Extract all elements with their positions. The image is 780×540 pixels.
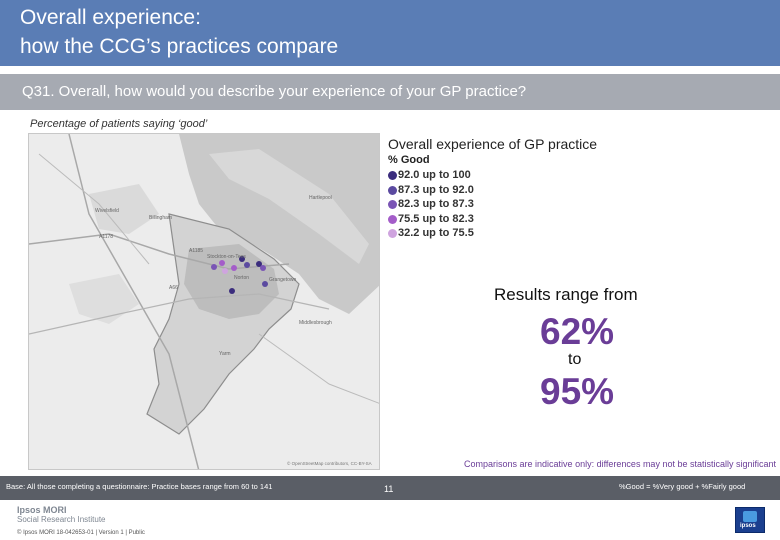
practice-map[interactable]: Wivelsfield A1178 A1185 Grangetown A66 M… [28, 133, 380, 470]
question-text: Q31. Overall, how would you describe you… [22, 83, 527, 100]
place-label: Yarm [219, 351, 231, 357]
practice-dot[interactable] [231, 265, 237, 271]
practice-dot[interactable] [239, 256, 245, 262]
significance-note: Comparisons are indicative only: differe… [464, 459, 776, 469]
legend-item: 32.2 up to 75.5 [388, 226, 597, 241]
place-label: Grangetown [269, 277, 296, 283]
legend-item: 87.3 up to 92.0 [388, 183, 597, 198]
legend-item-label: 87.3 up to 92.0 [398, 183, 474, 196]
place-label: A1178 [99, 234, 113, 240]
road-minor-2 [258, 333, 379, 404]
ipsos-mori-logo: Ipsos MORI Social Research Institute [17, 505, 106, 525]
page-number: 11 [384, 484, 394, 494]
logo-line1: Ipsos MORI [17, 505, 67, 515]
legend-item: 75.5 up to 82.3 [388, 212, 597, 227]
copyright-text: © Ipsos MORI 18-042653-01 | Version 1 | … [17, 530, 145, 536]
map-drawing: Wivelsfield A1178 A1185 Grangetown A66 M… [29, 134, 379, 469]
place-label: Hartlepool [309, 195, 332, 201]
legend-item-label: 92.0 up to 100 [398, 169, 471, 181]
logo-line2: Social Research Institute [17, 515, 106, 524]
legend-subtitle: % Good [388, 154, 430, 166]
legend-item-label: 82.3 up to 87.3 [398, 198, 474, 210]
badge-text: ipsos [740, 523, 756, 529]
results-high-value: 95% [540, 371, 615, 412]
road-minor-1 [38, 153, 150, 265]
road-a66 [29, 293, 330, 335]
chart-subtitle: Percentage of patients saying ‘good’ [30, 118, 208, 130]
practice-dot[interactable] [260, 265, 266, 271]
question-bar: Q31. Overall, how would you describe you… [0, 74, 780, 110]
title-bar: Overall experience: how the CCG’s practi… [0, 0, 780, 66]
place-label: A1185 [189, 248, 203, 254]
legend-dot-icon [388, 171, 397, 180]
footer: Ipsos MORI Social Research Institute © I… [0, 500, 780, 540]
page-title-line1: Overall experience: [20, 6, 201, 29]
urban-area-west [69, 274, 139, 324]
results-connector: to [568, 351, 582, 368]
road-a1185 [29, 233, 290, 270]
place-label: Norton [234, 275, 249, 281]
legend-item: 92.0 up to 100 [388, 168, 597, 183]
practice-dot[interactable] [219, 260, 225, 266]
map-attribution: © OpenStreetMap contributors, CC-BY-SA [287, 460, 372, 466]
base-text: Base: All those completing a questionnai… [6, 482, 273, 491]
base-bar: Base: All those completing a questionnai… [0, 476, 780, 500]
map-legend: Overall experience of GP practice % Good… [388, 137, 597, 241]
road-a19 [68, 134, 200, 469]
practice-dot[interactable] [262, 281, 268, 287]
sandbank-shape [209, 149, 369, 264]
legend-dot-icon [388, 185, 397, 195]
results-intro: Results range from [494, 285, 638, 304]
place-label: Middlesbrough [299, 320, 332, 326]
practice-dot[interactable] [244, 262, 250, 268]
urban-area-north [89, 184, 159, 234]
practice-dot[interactable] [229, 288, 235, 294]
legend-dot-icon [388, 200, 397, 209]
practice-dot[interactable] [256, 261, 262, 267]
place-label: Billingham [149, 215, 172, 221]
urban-area [184, 244, 279, 319]
legend-dot-icon [388, 214, 397, 224]
legend-item: 82.3 up to 87.3 [388, 197, 597, 212]
place-label: Stockton-on-Tees [207, 254, 246, 260]
results-low-value: 62% [540, 311, 615, 352]
ipsos-badge-icon: ipsos [735, 507, 765, 533]
place-label: A66 [169, 285, 178, 291]
legend-item-label: 75.5 up to 82.3 [398, 212, 474, 225]
practice-dot[interactable] [211, 264, 217, 270]
legend-dot-icon [388, 229, 397, 238]
page-title-line2: how the CCG’s practices compare [20, 35, 339, 58]
legend-item-label: 32.2 up to 75.5 [398, 227, 474, 239]
place-label: Wivelsfield [95, 208, 119, 214]
practice-dot[interactable] [222, 268, 228, 274]
legend-title: Overall experience of GP practice [388, 136, 598, 152]
good-definition: %Good = %Very good + %Fairly good [619, 482, 746, 491]
badge-inner-shape [743, 511, 757, 522]
